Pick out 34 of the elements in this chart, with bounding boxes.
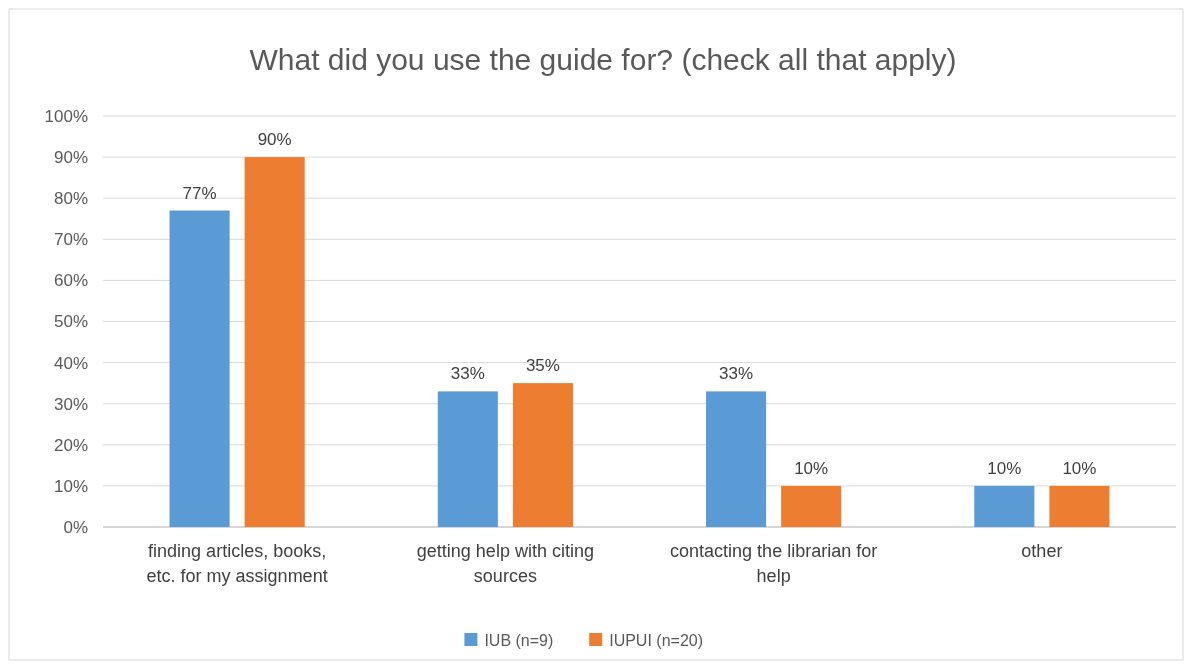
y-tick-label: 50% bbox=[53, 312, 88, 332]
y-tick-label: 20% bbox=[53, 435, 88, 455]
data-label: 77% bbox=[182, 183, 217, 203]
y-tick-label: 60% bbox=[53, 271, 88, 291]
y-tick-label: 70% bbox=[53, 230, 88, 250]
x-tick-label: other bbox=[1021, 541, 1063, 561]
data-label: 33% bbox=[450, 364, 485, 384]
y-tick-label: 80% bbox=[53, 189, 88, 209]
x-tick-label: finding articles, books, etc. for my assignment bbox=[146, 541, 328, 586]
data-label: 33% bbox=[719, 364, 754, 384]
chart-title: What did you use the guide for? (check all that apply) bbox=[249, 43, 957, 76]
y-tick-label: 0% bbox=[63, 517, 88, 537]
bar bbox=[974, 485, 1035, 527]
data-label: 90% bbox=[257, 130, 292, 150]
bar bbox=[781, 485, 842, 527]
x-tick-label: getting help with citing sources bbox=[416, 541, 594, 586]
bar bbox=[244, 157, 305, 527]
y-tick-label: 90% bbox=[53, 148, 88, 168]
data-label: 35% bbox=[525, 356, 560, 376]
legend-label: IUB (n=9) bbox=[484, 631, 554, 649]
data-label: 10% bbox=[794, 458, 829, 478]
bar bbox=[1049, 485, 1110, 527]
x-tick-label: contacting the librarian for help bbox=[670, 541, 878, 586]
y-tick-label: 100% bbox=[44, 106, 88, 126]
bar bbox=[437, 391, 498, 527]
data-label: 10% bbox=[987, 458, 1022, 478]
bar bbox=[512, 383, 573, 527]
y-tick-label: 10% bbox=[53, 476, 88, 496]
data-label: 10% bbox=[1062, 458, 1097, 478]
y-tick-label: 40% bbox=[53, 353, 88, 373]
bar bbox=[169, 210, 230, 527]
bar bbox=[706, 391, 767, 527]
legend-label: IUPUI (n=20) bbox=[609, 631, 704, 649]
y-tick-label: 30% bbox=[53, 394, 88, 414]
